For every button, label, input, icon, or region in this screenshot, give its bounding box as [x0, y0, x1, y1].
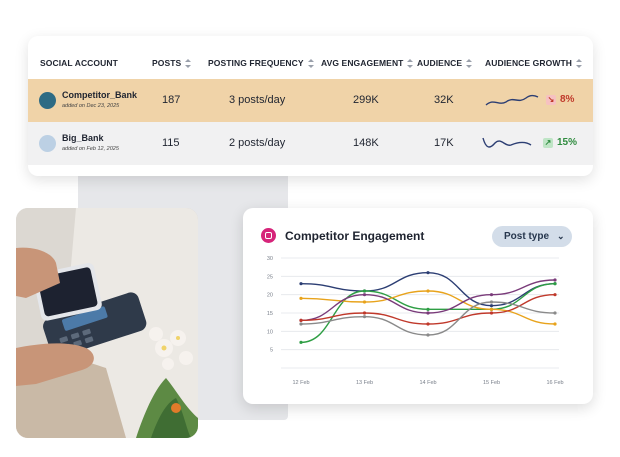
- header-label: AUDIENCE: [417, 58, 463, 68]
- x-tick-label: 13 Feb: [356, 380, 373, 386]
- social-accounts-table: SOCIAL ACCOUNT POSTS POSTING FREQUENCY A…: [28, 36, 593, 176]
- data-point: [299, 296, 303, 300]
- data-point: [362, 300, 367, 304]
- data-point: [426, 271, 430, 275]
- header-audience[interactable]: AUDIENCE: [417, 58, 473, 68]
- x-tick-label: 15 Feb: [483, 380, 500, 386]
- data-point: [299, 282, 303, 286]
- header-avg-engagement[interactable]: AVG ENGAGEMENT: [321, 58, 414, 68]
- header-posting-frequency[interactable]: POSTING FREQUENCY: [208, 58, 315, 68]
- table-row[interactable]: Competitor_Bank added on Dec 23, 2025 18…: [28, 79, 593, 122]
- instagram-icon: [261, 228, 276, 243]
- header-social-account: SOCIAL ACCOUNT: [40, 58, 118, 68]
- header-posts[interactable]: POSTS: [152, 58, 192, 68]
- chart-title: Competitor Engagement: [285, 229, 425, 243]
- y-tick-label: 30: [267, 256, 273, 262]
- growth-indicator: ↘ 8%: [546, 94, 574, 105]
- data-point: [362, 293, 367, 297]
- payment-terminal-photo: [16, 208, 198, 438]
- sort-icon[interactable]: [575, 58, 583, 68]
- engagement-value: 299K: [353, 94, 379, 106]
- data-point: [553, 293, 557, 297]
- account-added-date: added on Feb 12, 2025: [62, 146, 119, 152]
- posts-value: 115: [162, 137, 180, 149]
- data-point: [426, 311, 430, 315]
- table-row[interactable]: Big_Bank added on Feb 12, 2025 115 2 pos…: [28, 122, 593, 165]
- data-point: [299, 340, 303, 344]
- avatar: [39, 92, 56, 109]
- arrow-down-right-icon: ↘: [546, 94, 556, 105]
- competitor-engagement-card: Competitor Engagement Post type ⌄ 5 10 15 2…: [243, 208, 593, 404]
- photo-illustration: [16, 208, 198, 438]
- y-tick-label: 10: [267, 329, 273, 335]
- frequency-value: 3 posts/day: [229, 94, 286, 106]
- header-audience-growth[interactable]: AUDIENCE GROWTH: [485, 58, 583, 68]
- y-tick-label: 25: [267, 274, 273, 280]
- sort-icon[interactable]: [185, 58, 192, 68]
- sort-icon[interactable]: [407, 58, 414, 68]
- growth-value: 8%: [560, 94, 575, 105]
- header-label: POSTS: [152, 58, 182, 68]
- data-point: [426, 307, 430, 311]
- growth-indicator: ↗ 15%: [543, 137, 577, 148]
- growth-value: 15%: [557, 137, 578, 148]
- data-point: [489, 293, 494, 297]
- data-point: [553, 322, 557, 326]
- audience-value: 17K: [434, 137, 454, 149]
- data-point: [489, 304, 494, 308]
- data-point: [553, 278, 557, 282]
- post-type-dropdown[interactable]: Post type ⌄: [492, 226, 572, 247]
- y-tick-label: 15: [267, 311, 273, 317]
- chevron-down-icon: ⌄: [557, 231, 565, 241]
- data-point: [426, 333, 430, 337]
- table-header: SOCIAL ACCOUNT POSTS POSTING FREQUENCY A…: [28, 36, 593, 88]
- data-point: [489, 307, 494, 311]
- sort-icon[interactable]: [307, 58, 315, 68]
- data-point: [362, 289, 367, 293]
- series-line-2: [300, 282, 556, 344]
- data-point: [299, 318, 303, 322]
- data-point: [426, 322, 430, 326]
- dropdown-label: Post type: [504, 231, 550, 242]
- x-tick-label: 14 Feb: [419, 380, 436, 386]
- account-name[interactable]: Big_Bank: [62, 133, 104, 143]
- header-label: SOCIAL ACCOUNT: [40, 58, 118, 68]
- engagement-value: 148K: [353, 137, 379, 149]
- header-label: AUDIENCE GROWTH: [485, 58, 572, 68]
- data-point: [426, 289, 430, 293]
- x-tick-label: 12 Feb: [292, 380, 309, 386]
- header-label: POSTING FREQUENCY: [208, 58, 304, 68]
- y-tick-label: 20: [267, 293, 273, 299]
- data-point: [553, 282, 557, 286]
- x-tick-label: 16 Feb: [546, 380, 563, 386]
- audience-value: 32K: [434, 94, 454, 106]
- arrow-up-right-icon: ↗: [543, 137, 553, 148]
- growth-sparkline: [485, 94, 539, 106]
- posts-value: 187: [162, 94, 181, 106]
- line-chart: 5 10 15 20 25 30 12 Feb 13 Feb 14 Feb 15 Feb 16 Fe…: [267, 256, 564, 386]
- data-point: [489, 300, 494, 304]
- growth-sparkline: [482, 137, 532, 148]
- frequency-value: 2 posts/day: [229, 137, 286, 149]
- y-tick-label: 5: [270, 348, 273, 354]
- data-point: [362, 311, 367, 315]
- data-point: [489, 311, 494, 315]
- sort-icon[interactable]: [466, 58, 473, 68]
- account-name[interactable]: Competitor_Bank: [62, 90, 138, 100]
- avatar: [39, 135, 56, 152]
- data-point: [299, 322, 303, 326]
- header-label: AVG ENGAGEMENT: [321, 58, 404, 68]
- data-point: [362, 315, 367, 319]
- data-point: [553, 311, 557, 315]
- account-added-date: added on Dec 23, 2025: [62, 103, 120, 109]
